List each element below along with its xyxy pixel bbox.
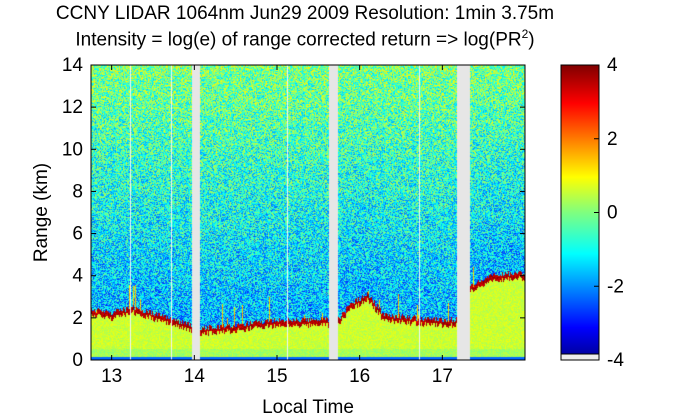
y-tick-label: 10 (62, 139, 83, 160)
colorbar (560, 64, 600, 361)
y-tick-label: 0 (72, 350, 83, 371)
colorbar-tick-label: 4 (607, 55, 618, 76)
colorbar-tick-label: 2 (607, 129, 618, 150)
y-tick-label: 8 (72, 181, 83, 202)
x-axis: 13 14 15 16 17 (101, 65, 453, 387)
colorbar-tick-label: -2 (607, 276, 624, 297)
x-tick-label: 13 (101, 366, 122, 387)
y-axis-label: Range (km) (31, 163, 52, 262)
chart-title: CCNY LIDAR 1064nm Jun29 2009 Resolution:… (55, 3, 555, 24)
colorbar-tick-label: 0 (607, 203, 618, 224)
subtitle-superscript: 2 (521, 27, 529, 41)
y-axis: 0 2 4 6 8 10 12 14 (62, 55, 525, 371)
y-tick-label: 6 (72, 224, 83, 245)
x-tick-label: 15 (266, 366, 287, 387)
x-tick-label: 14 (184, 366, 206, 387)
y-tick-label: 12 (62, 97, 83, 118)
x-axis-label: Local Time (262, 397, 354, 418)
colorbar-under-swatch (560, 353, 600, 361)
chart-subtitle: Intensity = log(e) of range corrected re… (0, 27, 610, 51)
plot-frame (90, 64, 526, 361)
x-tick-label: 17 (432, 366, 453, 387)
colorbar-tick-label: -4 (607, 350, 624, 371)
subtitle-main: Intensity = log(e) of range corrected re… (75, 29, 522, 51)
subtitle-suffix: ) (528, 29, 535, 51)
y-tick-label: 14 (62, 55, 84, 76)
heatmap-image (91, 65, 525, 360)
y-tick-label: 2 (72, 308, 83, 329)
colorbar-ticks: 4 2 0 -2 -4 (594, 55, 624, 371)
y-tick-label: 4 (72, 266, 83, 287)
heatmap-raster (91, 65, 525, 360)
x-tick-label: 16 (349, 366, 370, 387)
